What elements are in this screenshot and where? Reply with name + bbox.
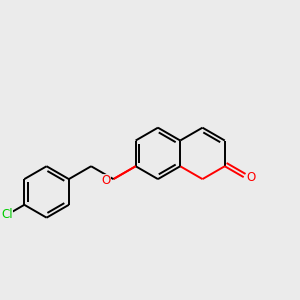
Text: O: O <box>101 174 111 187</box>
Text: O: O <box>246 171 256 184</box>
Text: Cl: Cl <box>2 208 14 221</box>
